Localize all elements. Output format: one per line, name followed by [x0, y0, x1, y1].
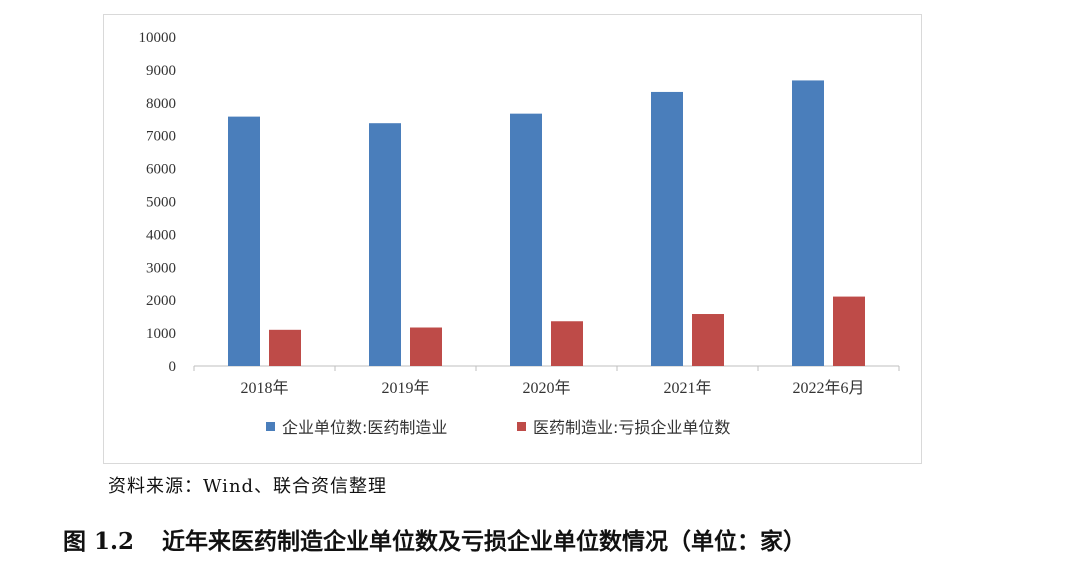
x-tick-label: 2021年: [663, 379, 711, 397]
bar-enterprises: [369, 123, 401, 366]
x-axis: 2018年 2019年 2020年 2021年 2022年6月: [193, 365, 900, 397]
bar-loss-making: [410, 327, 442, 366]
y-tick-label: 2000: [146, 293, 176, 309]
legend-label: 企业单位数:医药制造业: [282, 418, 447, 437]
bar-enterprises: [651, 91, 683, 367]
y-tick-label: 8000: [146, 96, 176, 112]
figure-caption: 图 1.2 近年来医药制造企业单位数及亏损企业单位数情况（单位：家）: [63, 522, 806, 556]
chart-frame: 0 1000 2000 3000 4000 5000 6000 7000 8000 9000 100…: [103, 14, 922, 464]
bar-enterprises: [510, 113, 542, 366]
legend-swatch: [517, 422, 526, 431]
figure-title: 近年来医药制造企业单位数及亏损企业单位数情况（单位：家）: [162, 528, 807, 555]
y-tick-label: 10000: [139, 30, 177, 46]
y-tick-label: 7000: [146, 129, 176, 145]
x-tick-label: 2022年6月: [792, 379, 864, 397]
x-tick-label: 2020年: [522, 379, 570, 397]
y-tick-label: 1000: [146, 326, 176, 342]
y-tick-label: 0: [169, 359, 177, 375]
y-tick-label: 9000: [146, 63, 176, 79]
legend-swatch: [266, 422, 275, 431]
bar-chart: 0 1000 2000 3000 4000 5000 6000 7000 8000 9000 100…: [139, 30, 900, 437]
bars: [228, 80, 865, 367]
bar-loss-making: [551, 321, 583, 366]
y-axis: 0 1000 2000 3000 4000 5000 6000 7000 8000 9000 100…: [139, 30, 177, 375]
legend-label: 医药制造业:亏损企业单位数: [533, 418, 730, 437]
source-note: 资料来源：Wind、联合资信整理: [108, 476, 388, 497]
bar-loss-making: [692, 314, 724, 366]
x-tick-label: 2019年: [381, 379, 429, 397]
legend: 企业单位数:医药制造业 医药制造业:亏损企业单位数: [266, 418, 730, 437]
y-tick-label: 5000: [146, 195, 176, 211]
bar-enterprises: [228, 116, 260, 366]
y-tick-label: 6000: [146, 162, 176, 178]
figure-number: 图 1.2: [63, 528, 135, 555]
x-tick-label: 2018年: [240, 379, 288, 397]
bar-enterprises: [792, 80, 824, 366]
y-tick-label: 4000: [146, 227, 176, 243]
y-tick-label: 3000: [146, 260, 176, 276]
bar-loss-making: [269, 329, 301, 366]
bar-loss-making: [833, 296, 865, 366]
